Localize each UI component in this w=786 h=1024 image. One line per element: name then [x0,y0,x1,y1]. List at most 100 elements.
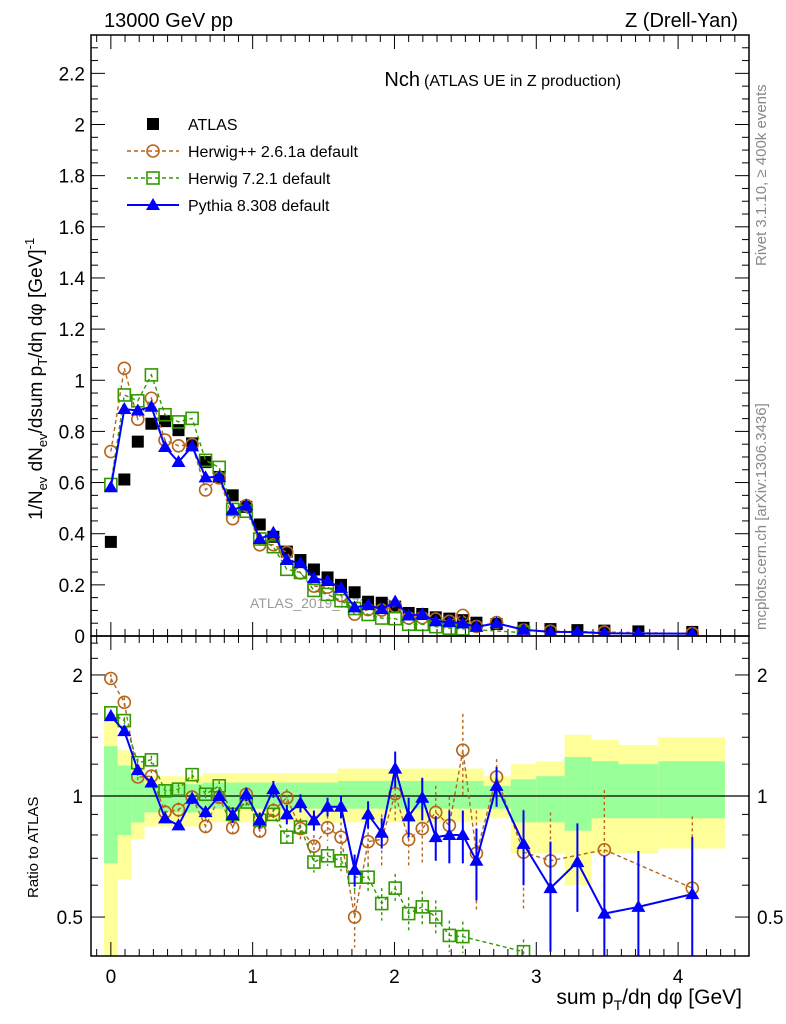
point-herwig7 [144,368,159,382]
uncertainty-bands [104,719,725,956]
x-tick-label: 4 [673,967,684,988]
ratio-point-herwig7 [415,900,430,914]
point-data [172,424,185,437]
ratio-point-herwig7 [516,944,531,956]
legend-label-pythia: Pythia 8.308 default [188,198,330,215]
point-herwig7 [198,453,213,468]
rivet-version-text: Rivet 3.1.10, ≥ 400k events [753,84,770,266]
ratio-point-herwig7 [374,896,389,911]
point-herwig7 [171,415,186,429]
ratio-point-pythia [130,763,145,776]
ratio-point-herwigpp [171,803,186,817]
band-inner [564,757,592,831]
band-inner [337,780,484,809]
y-tick-label: 1.6 [59,218,85,239]
ratio-point-pythia [469,853,484,866]
y-tick-label: 0.8 [59,422,85,443]
ratio-point-herwigpp [198,819,213,834]
point-herwig7 [334,593,348,608]
point-herwigpp [117,361,132,376]
point-pythia [320,573,335,586]
main-line-herwigpp [110,368,693,635]
plot-title-main: Nch [384,69,420,91]
point-pythia [158,439,173,452]
point-data [131,435,144,448]
ratio-plot-series [103,671,700,956]
ratio-point-pythia [171,818,186,831]
ratio-point-pythia [185,791,200,804]
point-herwig7 [307,583,321,598]
ratio-tick-label: 0.5 [57,908,83,929]
ratio-point-herwig7 [401,906,416,921]
x-tick-label: 2 [389,967,400,988]
ratio-point-pythia [388,761,403,774]
point-data [104,535,117,548]
ratio-frame [90,635,750,957]
ratio-point-herwig7 [144,753,159,767]
point-pythia [144,399,159,412]
point-pythia [442,615,457,628]
y-tick-label: 0.6 [59,474,85,495]
ratio-point-herwig7 [388,881,402,895]
ratio-point-pythia [158,811,173,824]
ratio-tick-label: 1 [72,787,83,808]
x-tick-label: 0 [106,967,117,988]
band-inner [104,746,118,864]
point-pythia [361,598,376,611]
ratio-point-herwig7 [158,784,172,798]
point-herwigpp [171,438,186,453]
plot-title-sub: (ATLAS UE in Z production) [424,73,621,90]
ratio-point-pythia [374,825,389,838]
ratio-tick-label: 1 [757,787,768,808]
legend: ATLAS Herwig++ 2.6.1a default Herwig 7.2.1… [127,117,358,215]
ratio-point-herwig7 [428,910,443,924]
point-pythia [225,502,240,515]
ratio-point-pythia [306,813,321,826]
ratio-point-pythia [144,775,159,788]
y-tick-label: 1 [74,371,85,392]
point-pythia [212,469,227,482]
point-pythia [293,556,308,569]
ratio-point-herwig7 [293,820,308,834]
ratio-point-pythia [415,790,430,803]
ratio-point-herwig7 [198,787,213,802]
ratio-point-herwigpp [347,910,362,924]
y-tick-label: 0.2 [59,576,85,597]
ratio-point-pythia [455,827,470,840]
point-pythia [374,602,389,615]
ratio-point-pythia [293,796,308,809]
point-herwig7 [320,587,335,602]
point-herwigpp [198,483,213,497]
x-axis-label: sum pT/dη dφ [GeV] [556,986,742,1013]
ratio-point-pythia [516,836,531,849]
ratio-point-pythia [489,778,504,791]
header-process: Z (Drell-Yan) [625,10,738,32]
point-pythia [117,402,132,415]
ratio-point-herwig7 [266,807,281,822]
point-pythia [570,624,584,636]
ratio-point-pythia [117,724,132,737]
ratio-point-herwigpp [320,820,335,835]
point-herwig7 [117,388,132,402]
ratio-point-herwig7 [361,870,375,885]
ratio-point-pythia [334,799,349,812]
point-pythia [686,626,698,636]
ratio-tick-label: 2 [72,666,83,687]
ratio-point-herwigpp [415,821,430,836]
ratio-point-herwigpp [456,743,470,757]
ratio-point-pythia [631,899,646,912]
legend-marker-herwigpp [146,144,160,158]
point-pythia [489,616,504,629]
ratio-tick-label: 2 [757,666,768,687]
point-pythia [428,614,443,627]
ratio-point-herwig7 [171,782,186,796]
ratio-point-herwigpp [117,695,132,710]
point-pythia [103,480,118,493]
point-herwig7 [388,611,402,626]
ratio-point-herwig7 [442,928,457,943]
y-tick-label: 1.8 [59,167,85,188]
svg-text:1/Nev dNev/dsum pT/dη dφ [GeV: 1/Nev dNev/dsum pT/dη dφ [GeV]-1 [22,238,50,520]
ratio-point-pythia [428,830,443,843]
ratio-point-pythia [212,789,227,801]
